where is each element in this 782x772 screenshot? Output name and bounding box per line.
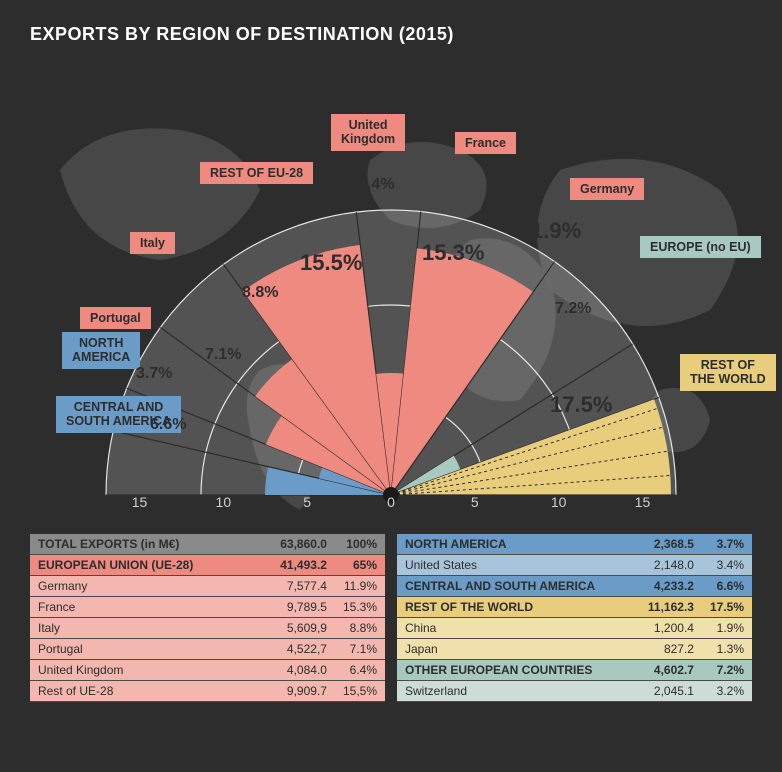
data-tables: TOTAL EXPORTS (in M€)63,860.0100%EUROPEA…: [30, 534, 752, 702]
table-row: Germany7,577.411.9%: [30, 576, 385, 597]
label-uk: UnitedKingdom: [331, 114, 405, 151]
page-title: EXPORTS BY REGION OF DESTINATION (2015): [30, 24, 454, 45]
pct-uk: 6.4%: [358, 176, 394, 194]
label-pt: Portugal: [80, 307, 151, 329]
table-row: United Kingdom4,084.06.4%: [30, 660, 385, 681]
label-de: Germany: [570, 178, 644, 200]
pct-pt: 7.1%: [205, 346, 241, 364]
table-row: NORTH AMERICA2,368.53.7%: [397, 534, 752, 555]
table-row: France9,789.515.3%: [30, 597, 385, 618]
table-row: Switzerland2,045.13.2%: [397, 681, 752, 702]
pct-na: 3.7%: [136, 365, 172, 383]
axis-tick: 15: [132, 494, 148, 510]
label-eurnoneu: EUROPE (no EU): [640, 236, 761, 258]
pct-it: 8.8%: [242, 284, 278, 302]
table-row: Rest of UE-289,909.715,5%: [30, 681, 385, 702]
axis-tick: 5: [471, 494, 479, 510]
table-row: TOTAL EXPORTS (in M€)63,860.0100%: [30, 534, 385, 555]
axis-tick: 15: [635, 494, 651, 510]
table-left: TOTAL EXPORTS (in M€)63,860.0100%EUROPEA…: [30, 534, 385, 702]
table-right: NORTH AMERICA2,368.53.7%United States2,1…: [397, 534, 752, 702]
axis-tick: 0: [387, 494, 395, 510]
table-row: Japan827.21.3%: [397, 639, 752, 660]
table-row: CENTRAL AND SOUTH AMERICA4,233.26.6%: [397, 576, 752, 597]
table-row: REST OF THE WORLD11,162.317.5%: [397, 597, 752, 618]
axis-tick: 10: [551, 494, 567, 510]
pct-csa: 6.6%: [150, 416, 186, 434]
table-row: EUROPEAN UNION (UE-28)41,493.265%: [30, 555, 385, 576]
pct-resteu: 15.5%: [300, 250, 362, 276]
axis-tick: 5: [303, 494, 311, 510]
table-row: OTHER EUROPEAN COUNTRIES4,602.77.2%: [397, 660, 752, 681]
pct-de: 11.9%: [520, 218, 581, 244]
label-row: REST OFTHE WORLD: [680, 354, 776, 391]
pct-eurnoneu: 7.2%: [555, 300, 591, 318]
label-na: NORTHAMERICA: [62, 332, 140, 369]
pct-row: 17.5%: [550, 392, 612, 418]
axis-tick: 10: [216, 494, 232, 510]
label-it: Italy: [130, 232, 175, 254]
table-row: United States2,148.03.4%: [397, 555, 752, 576]
label-resteu: REST OF EU-28: [200, 162, 313, 184]
table-row: China1,200.41.9%: [397, 618, 752, 639]
table-row: Portugal4,522,77.1%: [30, 639, 385, 660]
label-fr: France: [455, 132, 516, 154]
pct-fr: 15.3%: [422, 240, 484, 266]
table-row: Italy5,609,98.8%: [30, 618, 385, 639]
